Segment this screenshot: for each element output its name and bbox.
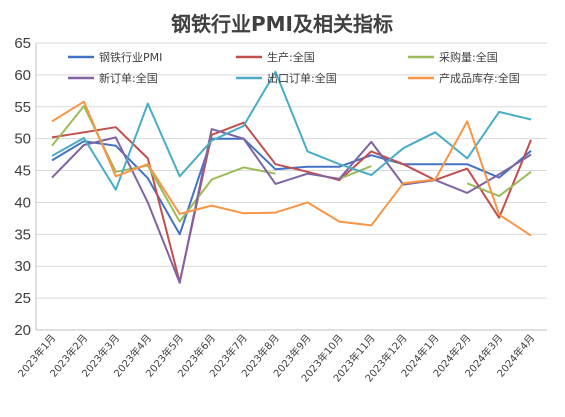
series-line-4: [51, 70, 532, 191]
y-tick-label: 25: [14, 290, 31, 307]
legend-label: 新订单:全国: [99, 71, 158, 85]
x-axis-ticks: 2023年1月2023年2月2023年3月2023年4月2023年5月2023年…: [15, 332, 537, 385]
series-line-1: [51, 121, 532, 284]
chart-title: 钢铁行业PMI及相关指标: [171, 12, 393, 36]
y-tick-label: 50: [14, 131, 31, 148]
y-tick-label: 55: [14, 99, 31, 116]
legend-label: 产成品库存:全国: [439, 71, 520, 85]
legend-label: 采购量:全国: [439, 50, 498, 64]
y-tick-label: 60: [14, 67, 31, 84]
y-tick-label: 65: [14, 35, 31, 52]
series-line-5: [51, 100, 532, 237]
gridlines: [35, 42, 547, 331]
y-tick-label: 30: [14, 258, 31, 275]
y-tick-label: 35: [14, 226, 31, 243]
y-tick-label: 40: [14, 194, 31, 211]
legend-label: 生产:全国: [267, 50, 315, 64]
y-tick-label: 45: [14, 163, 31, 180]
legend-label: 出口订单:全国: [267, 71, 337, 85]
y-tick-label: 20: [14, 322, 31, 339]
y-axis-ticks: 20 25 30 35 40 45 50 55 60 65: [14, 35, 31, 339]
series-lines: [51, 70, 532, 284]
legend-label: 钢铁行业PMI: [99, 51, 162, 64]
